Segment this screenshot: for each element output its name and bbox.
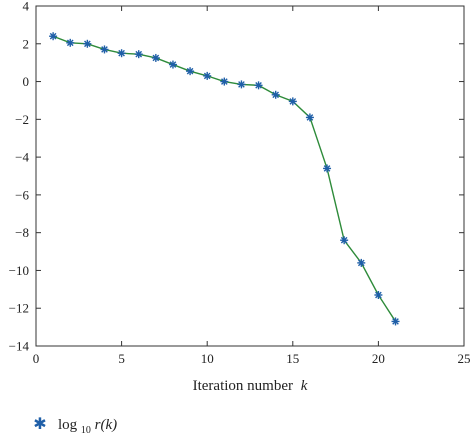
legend-marker-icon: ✱ xyxy=(33,416,46,433)
data-point xyxy=(254,81,263,90)
y-tick-label: −12 xyxy=(9,301,29,316)
data-point xyxy=(134,50,143,59)
data-point xyxy=(151,53,160,62)
y-tick-label: −10 xyxy=(9,263,29,278)
x-tick-label: 5 xyxy=(118,351,125,366)
x-tick-label: 0 xyxy=(33,351,40,366)
data-point xyxy=(340,236,349,245)
data-point xyxy=(357,258,366,267)
legend: ✱ log 10 r(k) xyxy=(33,416,117,434)
x-axis-label: Iteration number k xyxy=(193,378,308,394)
data-point xyxy=(288,97,297,106)
y-tick-label: 4 xyxy=(23,0,30,14)
y-tick-label: −4 xyxy=(15,150,29,165)
legend-label-base: log xyxy=(58,417,78,433)
y-tick-label: −8 xyxy=(15,225,29,240)
data-point xyxy=(168,60,177,69)
y-tick-label: 0 xyxy=(23,74,30,89)
x-tick-label: 25 xyxy=(458,351,471,366)
y-tick-label: −6 xyxy=(15,187,29,202)
data-point xyxy=(271,90,280,99)
x-tick-label: 20 xyxy=(372,351,385,366)
data-point xyxy=(323,164,332,173)
data-point xyxy=(391,317,400,326)
y-tick-label: −2 xyxy=(15,112,29,127)
data-point xyxy=(305,113,314,122)
x-axis-label-var: k xyxy=(301,378,308,394)
legend-label: log 10 r(k) xyxy=(58,417,117,434)
data-point xyxy=(203,71,212,80)
data-point xyxy=(100,45,109,54)
data-point xyxy=(374,291,383,299)
y-tick-label: 2 xyxy=(23,36,30,51)
plot-frame xyxy=(35,5,465,347)
legend-label-sub: 10 xyxy=(81,425,91,434)
x-axis-label-text: Iteration number xyxy=(193,378,293,394)
legend-label-tail: r(k) xyxy=(95,417,118,433)
data-point xyxy=(83,39,92,48)
x-tick-label: 10 xyxy=(201,351,214,366)
data-point xyxy=(117,49,126,58)
x-tick-label: 15 xyxy=(286,351,299,366)
data-point xyxy=(66,38,75,47)
data-point xyxy=(186,67,195,76)
y-tick-label: −14 xyxy=(9,339,30,354)
data-point xyxy=(237,80,246,89)
data-point xyxy=(49,32,58,41)
data-point xyxy=(220,77,229,86)
